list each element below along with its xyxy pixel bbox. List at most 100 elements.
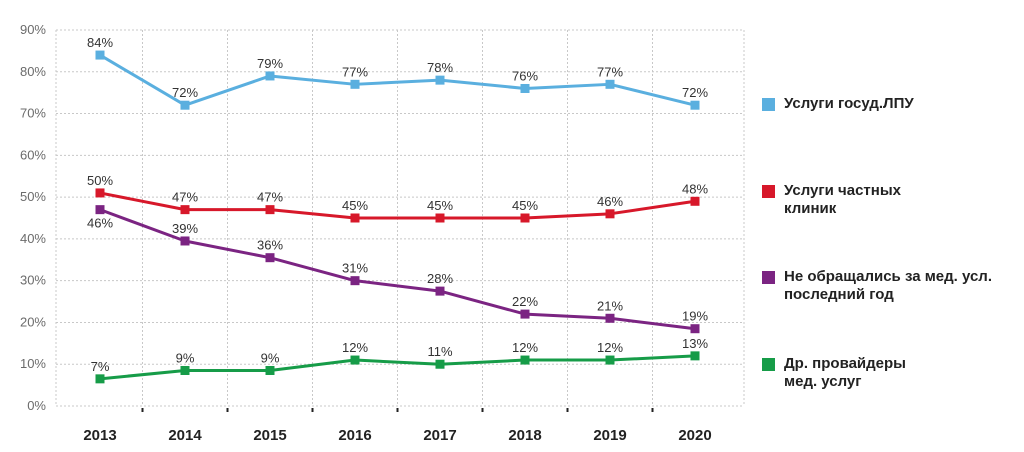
- data-label: 21%: [597, 298, 623, 313]
- data-label: 77%: [342, 64, 368, 79]
- data-label: 72%: [682, 85, 708, 100]
- y-tick-label: 70%: [20, 106, 46, 121]
- data-label: 76%: [512, 68, 538, 83]
- x-tick-label: 2020: [678, 427, 711, 444]
- y-tick-label: 50%: [20, 189, 46, 204]
- data-point: [520, 83, 530, 93]
- data-label: 11%: [427, 344, 452, 359]
- data-point: [180, 236, 190, 246]
- series-lines: [95, 50, 700, 384]
- legend-item-no-visits: Не обращались за мед. усл. последний год: [762, 268, 992, 304]
- legend-item-gov-clinics: Услуги госуд.ЛПУ: [762, 95, 914, 113]
- data-label: 72%: [172, 85, 198, 100]
- legend-swatch-private-clinics: [762, 185, 775, 198]
- data-label: 46%: [87, 216, 113, 231]
- legend-label-other-providers: Др. провайдеры мед. услуг: [784, 355, 906, 390]
- data-point: [605, 79, 615, 89]
- data-point: [690, 100, 700, 110]
- data-label: 79%: [257, 56, 283, 71]
- x-tick-label: 2017: [423, 427, 456, 444]
- y-tick-label: 80%: [20, 64, 46, 79]
- data-label: 22%: [512, 294, 538, 309]
- legend-item-private-clinics: Услуги частных клиник: [762, 182, 901, 218]
- data-point: [520, 355, 530, 365]
- data-point: [435, 213, 445, 223]
- y-tick-label: 0%: [27, 398, 46, 413]
- data-point: [690, 351, 700, 361]
- data-label: 19%: [682, 309, 708, 324]
- data-label: 84%: [87, 35, 113, 50]
- data-point: [690, 196, 700, 206]
- data-point: [520, 309, 530, 319]
- data-label: 47%: [172, 190, 198, 205]
- data-label: 9%: [176, 350, 195, 365]
- data-label: 28%: [427, 271, 453, 286]
- data-point: [265, 71, 275, 81]
- data-point: [605, 355, 615, 365]
- data-label: 48%: [682, 181, 708, 196]
- data-point: [265, 253, 275, 263]
- data-label: 12%: [597, 340, 623, 355]
- series-line-2: [99, 208, 696, 331]
- legend-label-gov-clinics: Услуги госуд.ЛПУ: [784, 95, 914, 112]
- x-tick-label: 2016: [338, 427, 371, 444]
- y-tick-label: 90%: [20, 22, 46, 37]
- data-label: 36%: [257, 238, 283, 253]
- data-label: 39%: [172, 221, 198, 236]
- series-line-3: [99, 354, 696, 381]
- data-point: [350, 355, 360, 365]
- data-label: 78%: [427, 60, 453, 75]
- y-axis: 0% 10% 20% 30% 40% 50% 60% 70% 80% 90%: [20, 22, 46, 413]
- y-tick-label: 20%: [20, 314, 46, 329]
- data-label: 9%: [261, 350, 280, 365]
- data-point: [350, 213, 360, 223]
- data-point: [605, 209, 615, 219]
- data-point: [435, 359, 445, 369]
- legend-item-other-providers: Др. провайдеры мед. услуг: [762, 355, 906, 391]
- data-point: [520, 213, 530, 223]
- data-label: 13%: [682, 336, 708, 351]
- data-point: [435, 75, 445, 85]
- legend-swatch-no-visits: [762, 271, 775, 284]
- data-point: [180, 100, 190, 110]
- data-label: 46%: [597, 194, 623, 209]
- data-point: [435, 286, 445, 296]
- data-label: 45%: [342, 198, 368, 213]
- legend-swatch-other-providers: [762, 358, 775, 371]
- legend-label-private-clinics: Услуги частных клиник: [784, 182, 901, 217]
- x-tick-label: 2018: [508, 427, 541, 444]
- data-label: 7%: [91, 359, 110, 374]
- data-label: 47%: [257, 190, 283, 205]
- data-point: [180, 365, 190, 375]
- x-tick-label: 2015: [253, 427, 286, 444]
- y-tick-label: 30%: [20, 273, 46, 288]
- y-tick-label: 40%: [20, 231, 46, 246]
- data-point: [95, 374, 105, 384]
- x-tick-label: 2019: [593, 427, 626, 444]
- legend-swatch-gov-clinics: [762, 98, 775, 111]
- data-label: 50%: [87, 173, 113, 188]
- legend-label-no-visits: Не обращались за мед. усл. последний год: [784, 268, 993, 303]
- data-point: [265, 365, 275, 375]
- data-point: [265, 205, 275, 215]
- data-point: [95, 188, 105, 198]
- data-label: 45%: [427, 198, 453, 213]
- x-tick-label: 2014: [168, 427, 202, 444]
- data-labels: 84% 72% 79% 77% 78% 76% 77% 72% 50% 47% 47% 45% 45% 4…: [87, 35, 708, 374]
- x-axis: 2013 2014 2015 2016 2017 2018 2019 2020: [83, 408, 712, 444]
- data-label: 12%: [342, 340, 368, 355]
- data-point: [95, 205, 105, 215]
- data-point: [350, 276, 360, 286]
- data-label: 12%: [512, 340, 538, 355]
- data-label: 45%: [512, 198, 538, 213]
- data-point: [690, 324, 700, 334]
- x-tick-label: 2013: [83, 427, 116, 444]
- series-line-1: [99, 191, 696, 220]
- data-point: [350, 79, 360, 89]
- y-tick-label: 60%: [20, 147, 46, 162]
- data-point: [605, 313, 615, 323]
- data-point: [95, 50, 105, 60]
- y-tick-label: 10%: [20, 356, 46, 371]
- data-point: [180, 205, 190, 215]
